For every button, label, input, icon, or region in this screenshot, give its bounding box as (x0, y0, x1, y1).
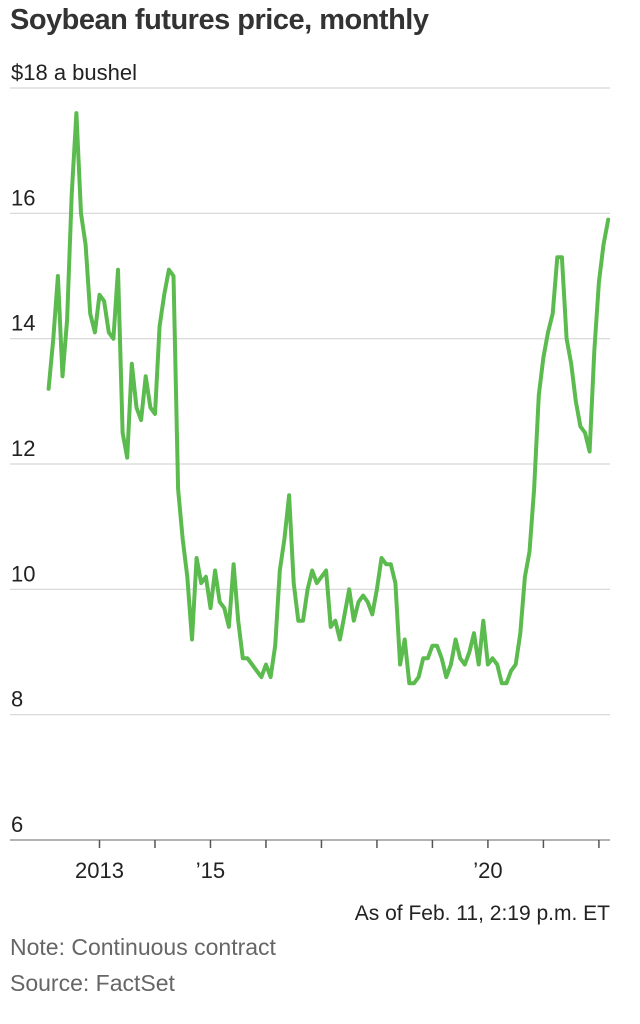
y-axis-labels: 6 8 10 12 14 16 $18 a bushel (11, 60, 137, 837)
x-axis: 2013 ’15 ’20 (75, 840, 600, 883)
y-tick-label: 8 (11, 687, 23, 712)
y-tick-label: 6 (11, 812, 23, 837)
as-of-label: As of Feb. 11, 2:19 p.m. ET (355, 902, 610, 925)
y-tick-label: $18 a bushel (11, 60, 137, 85)
gridlines (10, 87, 610, 841)
x-tick-label: ’20 (473, 858, 502, 883)
x-tick-label: 2013 (75, 858, 124, 883)
y-tick-label: 12 (11, 436, 35, 461)
price-line (46, 111, 611, 686)
y-tick-label: 14 (11, 311, 35, 336)
x-tick-label: ’15 (196, 858, 225, 883)
source-text: Source: FactSet (10, 970, 175, 996)
y-tick-label: 16 (11, 185, 35, 210)
chart-title: Soybean futures price, monthly (10, 4, 429, 36)
y-tick-label: 10 (11, 561, 35, 586)
note-text: Note: Continuous contract (10, 934, 276, 960)
